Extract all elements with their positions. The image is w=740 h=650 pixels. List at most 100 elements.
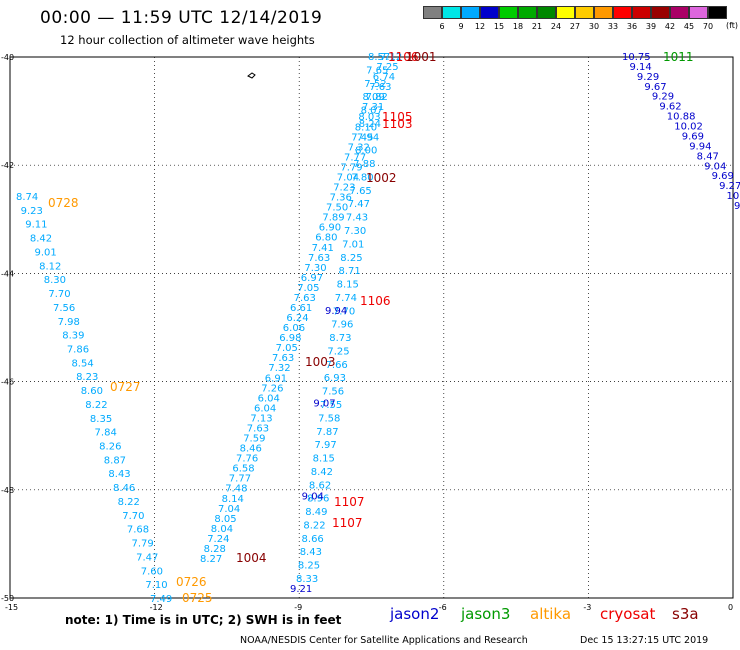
swh-value-s3a: 7.63: [272, 353, 294, 364]
swh-value-s3a: 7.25: [327, 346, 349, 357]
swh-value-s3a: 7.30: [304, 263, 326, 274]
swh-value-s3a: 7.59: [243, 434, 265, 445]
swh-value-s3a: 7.32: [348, 142, 370, 153]
swh-value-s3a: 8.33: [296, 574, 318, 585]
swh-value-s3a: 7.58: [318, 413, 340, 424]
swh-value-jason2: 9.69: [682, 131, 704, 142]
swh-value-s3a: 8.73: [329, 333, 351, 344]
swh-value-s3a: 8.57: [368, 52, 390, 63]
swh-value-cryosat: 1103: [382, 117, 413, 131]
legend-label: 33: [607, 22, 619, 31]
swh-value-s3a: 8.12: [39, 261, 61, 272]
swh-value-jason2: 10.75: [622, 52, 651, 63]
swh-value-s3a: 8.14: [222, 494, 244, 505]
legend-swatch: [461, 6, 480, 19]
swh-value-jason3: 1011: [663, 50, 694, 64]
lon-tick-label: -15: [5, 603, 18, 612]
legend-label: 27: [569, 22, 581, 31]
swh-value-jason2: 10.88: [667, 112, 696, 123]
legend-swatch: [632, 6, 651, 19]
page-subtitle: 12 hour collection of altimeter wave hei…: [60, 33, 315, 47]
satellite-cryosat: cryosat: [600, 605, 656, 623]
swh-value-s3a: 7.98: [58, 317, 80, 328]
swh-value-s3a: 8.28: [204, 544, 226, 555]
swh-value-s3a: 8.49: [305, 507, 327, 518]
legend-label: 70: [702, 22, 714, 31]
swh-value-s3a: 6.61: [290, 303, 312, 314]
satellite-altika: altika: [530, 605, 572, 623]
swh-value-s3a: 7.77: [229, 474, 251, 485]
swh-value-s3a: 8.27: [200, 554, 222, 565]
swh-value-s3a: 7.56: [322, 387, 344, 398]
swh-value-s3a: 6.98: [279, 333, 301, 344]
legend-swatch: [594, 6, 613, 19]
legend-swatch: [575, 6, 594, 19]
legend-swatch: [442, 6, 461, 19]
swh-value-s3a: 7.23: [333, 183, 355, 194]
swh-value-s3a: 7.84: [95, 428, 117, 439]
swh-value-s3a: 8.71: [338, 266, 360, 277]
swh-value-s3a: 7.89: [322, 213, 344, 224]
lat-tick-label: -50: [1, 594, 14, 603]
swh-value-s3a: 8.15: [313, 454, 335, 465]
swh-value-s3a: 8.35: [90, 414, 112, 425]
legend-label: 36: [626, 22, 638, 31]
swh-value-s3a: 7.32: [268, 363, 290, 374]
swh-value-jason2: 9.07: [313, 399, 335, 410]
swh-value-s3a: 7.26: [261, 383, 283, 394]
swh-value-altika: 0728: [48, 196, 79, 210]
swh-value-s3a: 7.13: [250, 413, 272, 424]
swh-value-s3a: 8.43: [108, 469, 130, 480]
swh-value-s3a: 8.54: [71, 358, 93, 369]
swh-value-s3a: 8.25: [340, 253, 362, 264]
swh-value-s3a: 6.74: [373, 72, 395, 83]
legend-swatch: [423, 6, 442, 19]
generated-timestamp: Dec 15 13:27:15 UTC 2019: [580, 635, 709, 646]
swh-value-s3a: 7.47: [348, 199, 370, 210]
swh-value-s3a: 7.31: [362, 102, 384, 113]
swh-value-s3a: 7.70: [48, 289, 70, 300]
legend-swatch: [537, 6, 556, 19]
swh-value-s3a: 8.15: [337, 280, 359, 291]
swh-value-altika: 0726: [176, 575, 207, 589]
swh-value-s3a: 7.05: [276, 343, 298, 354]
swh-value-s3a_time: 1001: [406, 50, 437, 64]
swh-value-jason2: 9.29: [652, 92, 674, 103]
swh-value-jason2: 9.62: [659, 102, 681, 113]
swh-value-s3a: 7.10: [145, 580, 167, 591]
swh-value-s3a: 8.39: [62, 331, 84, 342]
swh-value-jason2: 9.27: [719, 181, 740, 192]
swh-value-s3a: 8.96: [307, 494, 329, 505]
swh-value-jason2: 9.29: [637, 72, 659, 83]
swh-value-s3a: 8.30: [44, 275, 66, 286]
swh-value-s3a: 9.11: [25, 220, 47, 231]
swh-value-s3a: 7.01: [342, 239, 364, 250]
swh-value-s3a: 7.65: [366, 65, 388, 76]
swh-value-s3a: 8.00: [355, 146, 377, 157]
swh-value-s3a: 7.49: [150, 594, 172, 605]
swh-value-s3a: 7.55: [320, 400, 342, 411]
swh-value-jason2: 9.04: [704, 161, 726, 172]
swh-value-s3a: 7.04: [218, 504, 240, 515]
swh-value-s3a: 7.25: [376, 62, 398, 73]
legend-label: 42: [664, 22, 676, 31]
swh-value-jason2: 9.04: [302, 491, 324, 502]
swh-value-s3a: 7.80: [351, 172, 373, 183]
legend-swatch: [689, 6, 708, 19]
swh-value-s3a: 7.12: [380, 52, 402, 63]
legend-label: 21: [531, 22, 543, 31]
legend-swatch: [651, 6, 670, 19]
legend-label: 45: [683, 22, 695, 31]
swh-value-s3a: 7.63: [369, 82, 391, 93]
satellite-jason2: jason2: [390, 605, 440, 623]
swh-value-s3a: 7.05: [297, 283, 319, 294]
swh-value-s3a: 7.48: [225, 484, 247, 495]
swh-value-s3a: 7.63: [294, 293, 316, 304]
swh-value-s3a: 8.60: [81, 386, 103, 397]
legend-swatch: [670, 6, 689, 19]
lat-tick-label: -42: [1, 161, 14, 170]
lon-tick-label: -12: [150, 603, 163, 612]
legend-swatch: [480, 6, 499, 19]
